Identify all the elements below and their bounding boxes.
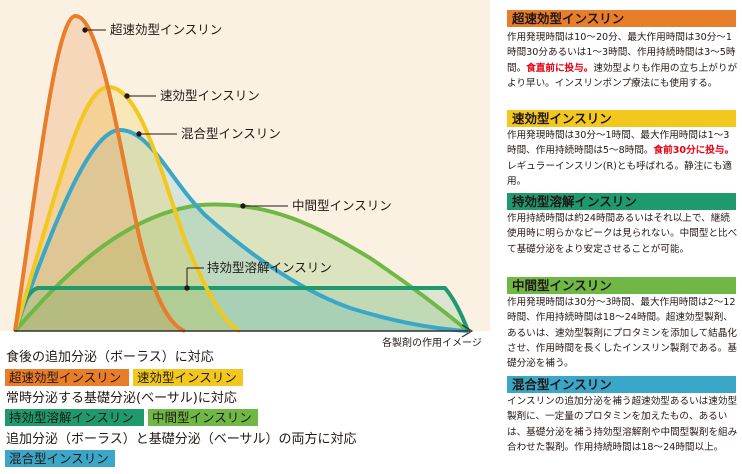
section-body-mixed: インスリンの追加分泌を補う超速効型あるいは速効型製剤に、一定量のプロタミンを加え… <box>507 394 738 455</box>
body-text: レギュラーインスリン(R)とも呼ばれる。静注にも適用。 <box>507 160 733 187</box>
leader-dot-long-acting <box>184 285 190 291</box>
leader-dot-mixed <box>136 131 142 137</box>
curve-long-acting <box>15 288 468 331</box>
legend-bolus-heading: 食後の追加分泌（ボーラス）に対応 <box>6 350 214 365</box>
curve-mixed-line <box>13 127 469 333</box>
legend-tag-rapid: 速効型インスリン <box>133 369 243 386</box>
label-intermediate: 中間型インスリン <box>292 198 392 213</box>
legend-tag-long-acting: 持効型溶解インスリン <box>5 409 144 426</box>
body-highlight: 食前30分に投与。 <box>653 145 735 157</box>
legend-both-heading: 追加分泌（ボーラス）と基礎分泌（ベーサル）の両方に対応 <box>6 432 357 447</box>
leader-dot-rapid <box>124 93 130 99</box>
leader-dot-intermediate <box>240 203 246 209</box>
label-ultra-rapid: 超速効型インスリン <box>110 22 223 37</box>
curve-ultra-rapid-line <box>13 13 186 333</box>
legend-tag-mixed: 混合型インスリン <box>5 450 115 467</box>
section-body-ultra-rapid: 作用発現時間は10〜20分、最大作用時間は30分〜1時間30分あるいは1〜3時間… <box>507 30 738 91</box>
body-text: 作用発現時間は30分〜3時間、最大作用時間は2〜12時間、作用持続時間は18〜2… <box>507 297 737 370</box>
action-profile-chart: 超速効型インスリン 速効型インスリン 混合型インスリン 中間型インスリン 持効型… <box>0 0 490 349</box>
section-body-intermediate: 作用発現時間は30分〜3時間、最大作用時間は2〜12時間、作用持続時間は18〜2… <box>507 295 738 371</box>
legend-basal-heading: 常時分泌する基礎分泌(ベーサル)に対応 <box>6 391 237 406</box>
axis-arrow <box>461 324 474 338</box>
body-highlight: 食直前に投与。 <box>526 62 594 74</box>
legend-tag-intermediate: 中間型インスリン <box>148 409 258 426</box>
chart-caption: 各製剤の作用イメージ <box>382 338 482 349</box>
legend-tag-ultra-rapid: 超速効型インスリン <box>5 369 129 386</box>
section-title-long-acting: 持効型溶解インスリン <box>507 193 736 210</box>
section-title-mixed: 混合型インスリン <box>507 376 736 393</box>
body-text: 作用発現時間は30分〜1時間、最大作用時間は1〜3時間、作用持続時間は5〜8時間… <box>507 130 730 157</box>
label-mixed: 混合型インスリン <box>181 126 281 141</box>
section-body-long-acting: 作用持続時間は約24時間あるいはそれ以上で、継続使用時に明らかなピークは見られな… <box>507 211 738 257</box>
curve-intermediate-line <box>13 202 470 333</box>
curve-intermediate <box>15 204 468 331</box>
section-title-intermediate: 中間型インスリン <box>507 277 736 294</box>
label-long-acting: 持効型溶解インスリン <box>207 260 332 275</box>
section-title-rapid: 速効型インスリン <box>507 110 736 127</box>
section-title-ultra-rapid: 超速効型インスリン <box>507 10 736 27</box>
body-text: 作用持続時間は約24時間あるいはそれ以上で、継続使用時に明らかなピークは見られな… <box>507 213 738 255</box>
curve-rapid-line <box>13 84 241 333</box>
body-text: インスリンの追加分泌を補う超速効型あるいは速効型製剤に、一定量のプロタミンを加え… <box>507 396 738 453</box>
label-rapid: 速効型インスリン <box>160 88 260 103</box>
section-body-rapid: 作用発現時間は30分〜1時間、最大作用時間は1〜3時間、作用持続時間は5〜8時間… <box>507 128 738 189</box>
leader-dot-ultra-rapid <box>82 27 88 33</box>
body-text: 速効型よりも作用の立ち上がりがより早い。インスリンポンプ療法にも使用する。 <box>507 62 738 89</box>
chart-plot <box>0 0 490 338</box>
body-text: 作用発現時間は10〜20分、最大作用時間は30分〜1時間30分あるいは1〜3時間… <box>507 32 736 74</box>
